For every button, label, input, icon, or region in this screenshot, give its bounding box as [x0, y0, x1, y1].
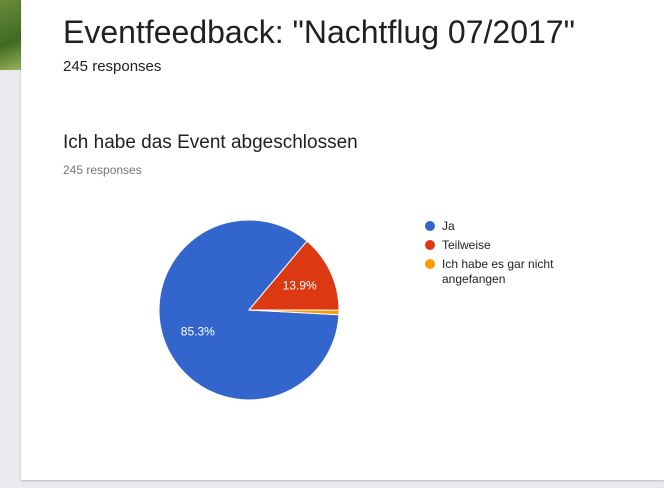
question-responses: 245 responses	[63, 163, 142, 177]
response-count: 245 responses	[63, 58, 162, 75]
pie-slice	[247, 240, 340, 311]
legend-marker	[425, 240, 435, 250]
card	[21, 0, 664, 480]
legend-label: Ich habe es gar nicht angefangen	[442, 257, 554, 286]
legend-item: Teilweise	[425, 238, 562, 253]
legend-label: Teilweise	[442, 238, 491, 252]
background-image	[0, 0, 21, 70]
slice-label: 85.3%	[181, 324, 215, 338]
legend-item: Ja	[425, 219, 562, 234]
pie-slice	[248, 309, 340, 316]
legend-label: Ja	[442, 219, 455, 233]
legend-marker	[425, 259, 435, 269]
legend-item: Ich habe es gar nicht angefangen	[425, 257, 562, 287]
legend-marker	[425, 221, 435, 231]
form-title: Eventfeedback: "Nachtflug 07/2017"	[63, 14, 575, 50]
question-title: Ich habe das Event abgeschlossen	[63, 132, 358, 153]
slice-label: 13.9%	[283, 279, 317, 293]
